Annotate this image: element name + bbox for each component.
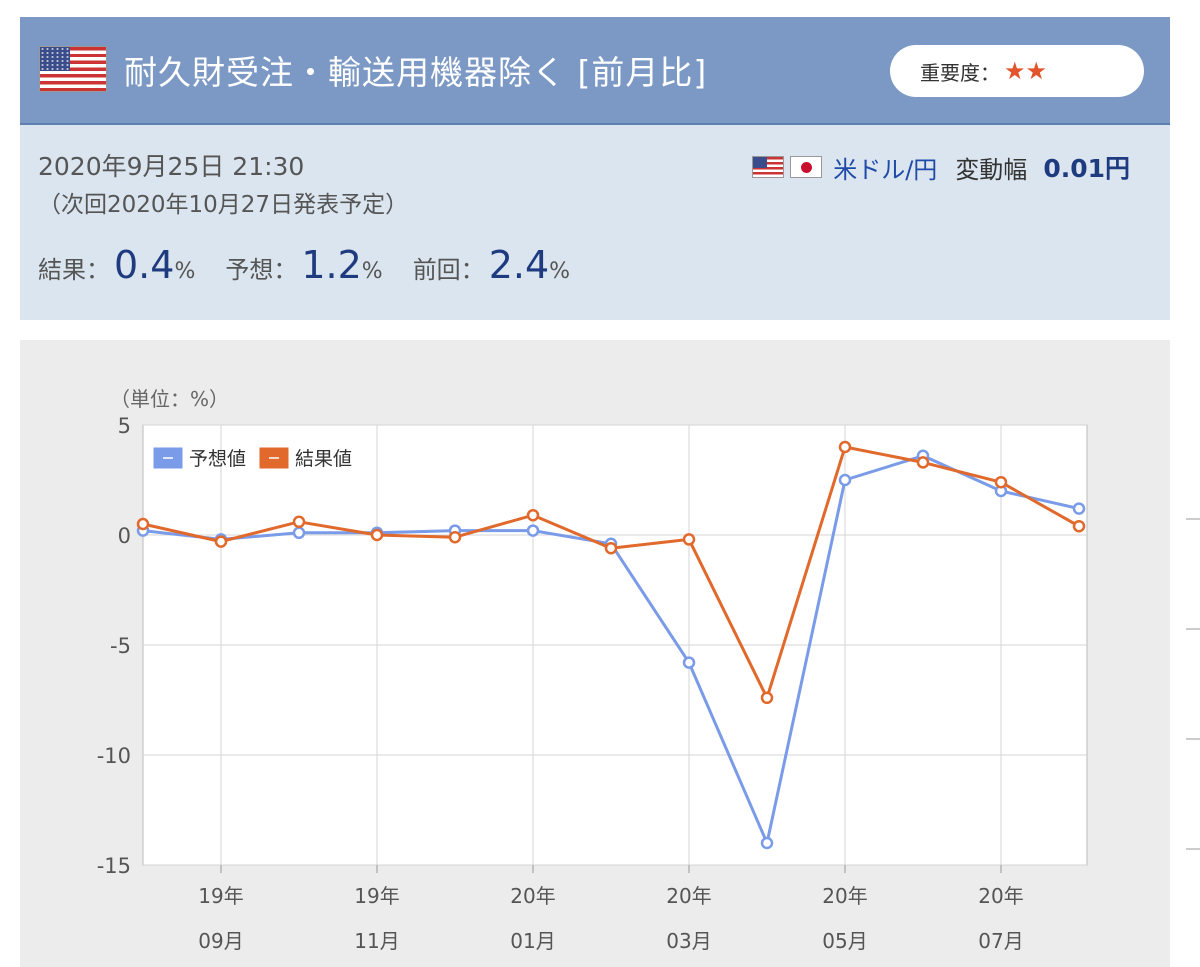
forecast-point [838,473,852,487]
actual-point [448,530,462,544]
forecast-point [682,656,696,669]
forecast-value: 1.2 [301,243,362,287]
us-flag-small-icon [753,157,784,177]
x-tick-year: 20年 [666,884,711,908]
importance-stars: ★★ [1004,57,1048,85]
y-tick-label: -5 [110,634,131,658]
forecast-point [292,526,306,540]
y-tick-label: -15 [97,854,131,878]
actual-point [838,440,852,454]
x-tick-month: 07月 [978,929,1023,953]
actual-point [370,528,384,542]
page-title: 耐久財受注・輸送用機器除く [前月比] [124,53,708,92]
actual-point [214,535,228,548]
y-tick-label: -10 [97,744,131,768]
stats-row: 結果： 0.4 % 予想： 1.2 % 前回： 2.4 % [38,243,600,287]
currency-pair-link[interactable]: 米ドル/円 [833,155,938,184]
release-datetime: 2020年9月25日 21:30 [38,152,305,181]
x-tick-year: 19年 [354,884,399,908]
next-release-note: （次回2020年10月27日発表予定） [38,192,409,218]
actual-point [526,508,540,522]
legend-label: 予想値 [189,448,246,470]
previous-value: 2.4 [488,243,550,287]
actual-point [292,515,306,529]
edge-divider [1186,628,1200,630]
x-tick-year: 20年 [822,884,867,908]
range-label: 変動幅 [955,155,1028,184]
forecast-label: 予想： [225,256,298,284]
forecast-point [760,836,774,850]
forecast-point [1072,502,1086,515]
edge-divider [1186,518,1200,520]
previous-label: 前回： [412,256,485,284]
edge-divider [1186,848,1200,850]
actual-point [136,517,150,531]
actual-point [682,533,696,546]
x-tick-year: 19年 [198,884,243,908]
importance-label: 重要度： [920,60,1000,85]
range-value: 0.01円 [1043,154,1130,183]
result-value: 0.4 [114,243,175,287]
result-unit: % [174,259,196,284]
actual-point [994,475,1008,489]
actual-point [604,541,618,555]
x-tick-year: 20年 [978,884,1023,908]
release-info-panel: 2020年9月25日 21:30 （次回2020年10月27日発表予定） 米ドル… [20,125,1170,320]
x-tick-month: 01月 [510,929,555,953]
chart-unit-label: （単位：%） [110,387,230,411]
importance-badge: 重要度： ★★ [890,45,1144,97]
forecast-point [526,524,540,537]
y-tick-label: 0 [118,524,131,548]
x-tick-month: 05月 [822,929,867,953]
legend-label: 結果値 [295,448,352,470]
actual-point [916,456,930,469]
y-tick-label: 5 [118,414,131,438]
previous-unit: % [549,259,571,284]
x-tick-month: 09月 [198,929,243,953]
x-tick-month: 03月 [666,929,711,953]
jp-flag-small-icon [791,157,822,177]
forecast-unit: % [361,259,383,284]
x-tick-month: 11月 [354,929,399,953]
actual-point [760,691,774,705]
actual-point [1072,519,1086,533]
edge-divider [1186,738,1200,740]
result-label: 結果： [38,256,110,284]
currency-pair-row: 米ドル/円 変動幅 0.01円 [753,149,1130,185]
us-flag-icon [40,47,106,91]
x-tick-year: 20年 [510,884,555,908]
